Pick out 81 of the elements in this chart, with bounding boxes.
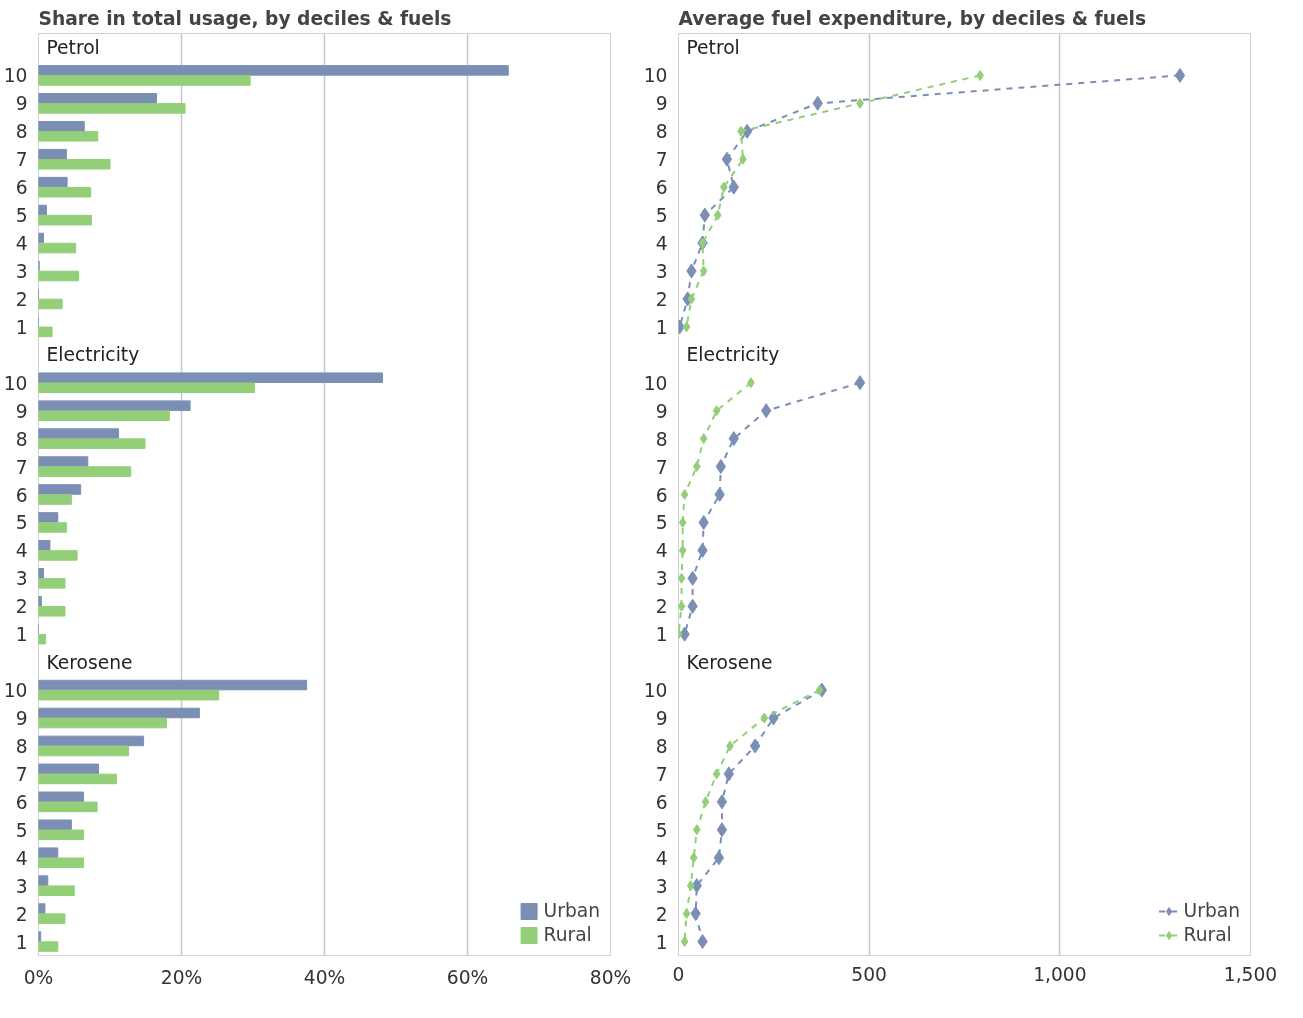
legend-label: Rural bbox=[543, 924, 592, 945]
y-tick-label: 10 bbox=[643, 372, 668, 394]
y-tick-label: 9 bbox=[15, 708, 28, 730]
y-tick-label: 10 bbox=[643, 680, 668, 702]
y-tick-label: 1 bbox=[655, 624, 668, 646]
y-tick-label: 6 bbox=[655, 484, 668, 506]
y-tick-label: 1 bbox=[15, 931, 28, 953]
y-tick-label: 4 bbox=[655, 540, 668, 562]
x-tick-label: 0 bbox=[672, 963, 685, 985]
y-tick-label: 8 bbox=[655, 735, 668, 757]
y-tick-label: 5 bbox=[655, 205, 668, 227]
y-tick-label: 3 bbox=[655, 875, 668, 897]
y-tick-label: 6 bbox=[655, 177, 668, 199]
x-tick-label: 1,500 bbox=[1223, 963, 1278, 985]
y-tick-label: 5 bbox=[15, 512, 28, 534]
legend-label: Urban bbox=[543, 900, 600, 921]
y-tick-label: 10 bbox=[3, 65, 28, 87]
y-tick-label: 6 bbox=[655, 791, 668, 813]
y-tick-label: 2 bbox=[655, 288, 668, 310]
y-tick-label: 4 bbox=[15, 847, 28, 869]
y-tick-label: 3 bbox=[15, 568, 28, 590]
y-tick-label: 9 bbox=[655, 708, 668, 730]
y-tick-label: 8 bbox=[15, 121, 28, 143]
y-tick-label: 1 bbox=[15, 624, 28, 646]
y-tick-label: 5 bbox=[15, 819, 28, 841]
legend-label: Rural bbox=[1183, 924, 1232, 945]
y-tick-label: 4 bbox=[655, 233, 668, 255]
annotation: Kerosene bbox=[46, 651, 133, 673]
y-tick-label: 5 bbox=[15, 205, 28, 227]
y-tick-label: 10 bbox=[3, 680, 28, 702]
y-tick-label: 1 bbox=[655, 316, 668, 338]
y-tick-label: 9 bbox=[15, 400, 28, 422]
annotation: Petrol bbox=[686, 36, 740, 58]
y-tick-label: 8 bbox=[655, 428, 668, 450]
y-tick-label: 3 bbox=[15, 875, 28, 897]
y-tick-label: 4 bbox=[15, 540, 28, 562]
y-tick-label: 7 bbox=[655, 456, 668, 478]
legend-label: Urban bbox=[1183, 900, 1240, 921]
y-tick-label: 6 bbox=[15, 484, 28, 506]
x-tick-label: 20% bbox=[160, 966, 203, 988]
y-tick-label: 2 bbox=[15, 903, 28, 925]
annotation: Petrol bbox=[46, 36, 100, 58]
annotation: Electricity bbox=[46, 344, 140, 366]
y-tick-label: 7 bbox=[15, 763, 28, 785]
x-tick-label: 1,000 bbox=[1033, 963, 1087, 985]
x-tick-label: 80% bbox=[589, 966, 632, 988]
y-tick-label: 1 bbox=[15, 316, 28, 338]
x-tick-label: 60% bbox=[446, 966, 489, 988]
y-tick-label: 2 bbox=[655, 596, 668, 618]
y-tick-label: 9 bbox=[655, 93, 668, 115]
x-tick-label: 500 bbox=[851, 963, 887, 985]
y-tick-label: 10 bbox=[643, 65, 668, 87]
y-tick-label: 4 bbox=[655, 847, 668, 869]
y-tick-label: 8 bbox=[655, 121, 668, 143]
y-tick-label: 2 bbox=[655, 903, 668, 925]
y-tick-label: 8 bbox=[15, 428, 28, 450]
y-tick-label: 4 bbox=[15, 233, 28, 255]
x-tick-label: 0% bbox=[23, 966, 54, 988]
y-tick-label: 9 bbox=[15, 93, 28, 115]
y-tick-label: 6 bbox=[15, 177, 28, 199]
y-tick-label: 8 bbox=[15, 735, 28, 757]
y-tick-label: 9 bbox=[655, 400, 668, 422]
y-tick-label: 2 bbox=[15, 288, 28, 310]
y-tick-label: 6 bbox=[15, 791, 28, 813]
x-tick-label: 40% bbox=[303, 966, 346, 988]
y-tick-label: 10 bbox=[3, 372, 28, 394]
annotation: Electricity bbox=[686, 344, 780, 366]
y-tick-label: 7 bbox=[655, 149, 668, 171]
y-tick-label: 5 bbox=[655, 512, 668, 534]
y-tick-label: 7 bbox=[15, 149, 28, 171]
y-tick-label: 3 bbox=[655, 568, 668, 590]
chart-title: Share in total usage, by deciles & fuels bbox=[38, 7, 452, 29]
chart-title: Average fuel expenditure, by deciles & fuels bbox=[678, 7, 1147, 29]
y-tick-label: 7 bbox=[655, 763, 668, 785]
y-tick-label: 3 bbox=[655, 260, 668, 282]
y-tick-label: 7 bbox=[15, 456, 28, 478]
y-tick-label: 1 bbox=[655, 931, 668, 953]
y-tick-label: 5 bbox=[655, 819, 668, 841]
y-tick-label: 2 bbox=[15, 596, 28, 618]
y-tick-label: 3 bbox=[15, 260, 28, 282]
annotation: Kerosene bbox=[686, 651, 773, 673]
